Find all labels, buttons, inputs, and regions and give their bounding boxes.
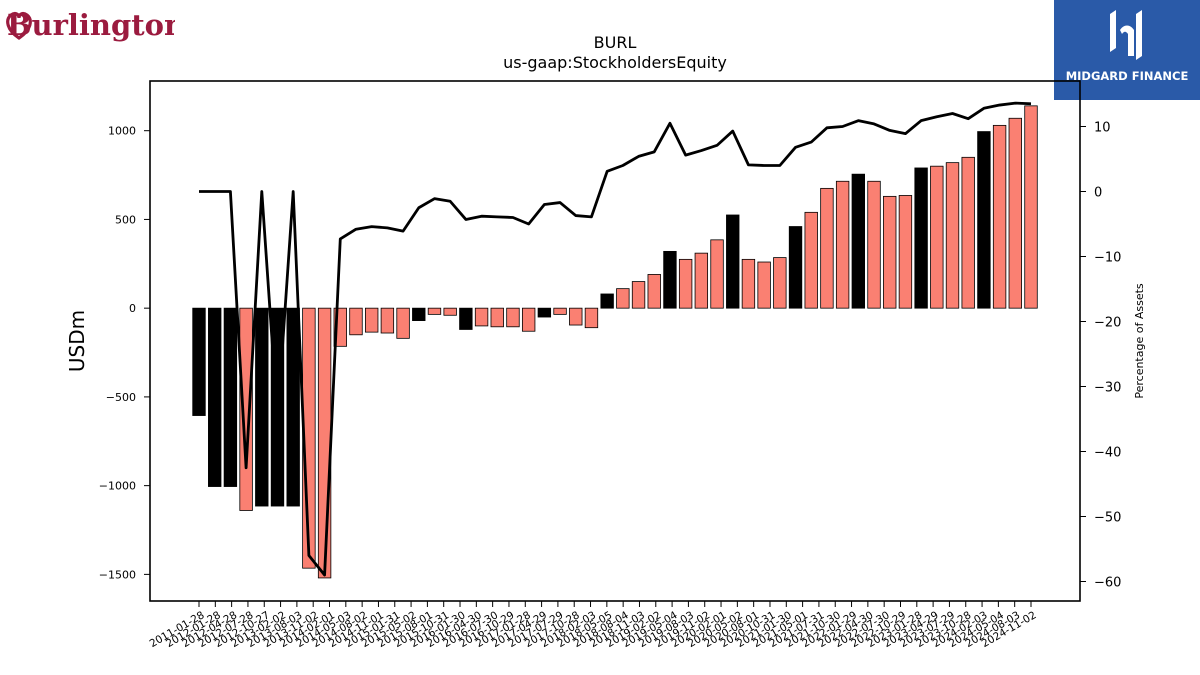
equity-bar	[867, 180, 881, 309]
right-tick-label: 0	[1094, 186, 1102, 201]
percentage-of-assets-line	[199, 101, 1032, 577]
equity-bar	[412, 307, 426, 321]
equity-bar	[255, 307, 269, 507]
equity-bar	[820, 187, 834, 309]
equity-bar	[584, 307, 599, 329]
midgard-finance-logo: MIDGARD FINANCE	[1054, 0, 1200, 100]
left-tick-label: 1000	[108, 125, 136, 138]
equity-bar	[710, 239, 724, 309]
burlington-logo-text: Burlington	[7, 8, 175, 42]
equity-bar	[663, 250, 677, 309]
equity-bar	[192, 307, 206, 416]
burlington-logo: Burlington	[5, 4, 185, 46]
equity-bar	[726, 214, 740, 309]
equity-bar	[569, 307, 583, 326]
equity-bar	[286, 307, 300, 507]
equity-bar	[804, 211, 818, 309]
equity-bar	[1008, 117, 1022, 309]
equity-bar	[600, 293, 614, 309]
midgard-finance-text: MIDGARD FINANCE	[1066, 69, 1189, 83]
equity-bar	[647, 274, 661, 309]
left-axis-label: USDm	[65, 310, 89, 372]
left-tick-label: −500	[106, 391, 136, 404]
right-axis-label: Percentage of Assets	[1133, 283, 1146, 399]
equity-bar	[835, 180, 850, 309]
right-tick-label: −20	[1094, 316, 1121, 331]
equity-bar	[380, 307, 395, 334]
equity-bar	[317, 307, 332, 579]
right-tick-label: −30	[1094, 381, 1121, 396]
burlington-logo-mark: Burlington	[6, 8, 185, 42]
equity-bar	[883, 195, 897, 309]
left-tick-label: −1500	[99, 568, 136, 581]
equity-bar	[239, 307, 253, 511]
equity-bar	[1024, 105, 1038, 309]
bar-series	[192, 105, 1038, 579]
equity-bar	[364, 307, 379, 333]
midgard-finance-logo-mark: MIDGARD FINANCE	[1054, 0, 1200, 100]
chart-subtitle: us-gaap:StockholdersEquity	[503, 53, 727, 72]
bottom-axis: 2011-01-282012-01-282012-04-282012-07-28…	[148, 601, 1039, 650]
equity-bar	[788, 226, 803, 309]
equity-bar	[223, 307, 238, 487]
equity-bar	[851, 173, 865, 309]
plot-frame	[149, 80, 1081, 602]
percentage-line-series	[199, 101, 1032, 577]
equity-bar	[757, 261, 771, 309]
right-axis: 10 0 −10 −20 −30 −40 −50 −60	[1080, 121, 1121, 591]
equity-bar	[961, 156, 975, 309]
equity-bar	[678, 258, 693, 309]
right-tick-label: −10	[1094, 251, 1121, 266]
equity-bar	[506, 307, 520, 328]
equity-bar	[396, 307, 410, 339]
equity-bar	[914, 167, 928, 309]
equity-bar	[459, 307, 473, 330]
left-tick-label: 0	[129, 302, 136, 315]
equity-bar	[898, 195, 913, 309]
equity-bar	[208, 307, 222, 487]
equity-bar	[694, 252, 709, 309]
equity-bar	[977, 131, 991, 309]
equity-bar	[427, 307, 442, 315]
left-tick-label: 500	[115, 213, 136, 226]
left-tick-label: −1000	[99, 480, 136, 493]
equity-bar	[521, 307, 536, 332]
right-tick-label: −50	[1094, 511, 1121, 526]
equity-bar	[349, 307, 363, 336]
equity-bar	[773, 257, 787, 309]
left-axis: 1000 500 0 −500 −1000 −1500	[99, 125, 150, 581]
equity-bar	[741, 258, 756, 309]
right-tick-label: 10	[1094, 121, 1111, 136]
equity-bar	[992, 124, 1007, 309]
equity-bar	[474, 307, 489, 327]
equity-bar	[616, 288, 630, 309]
equity-bar	[930, 165, 944, 309]
chart-title: BURL	[594, 33, 637, 52]
equity-bar	[490, 307, 504, 328]
equity-bar	[537, 307, 552, 318]
right-tick-label: −40	[1094, 446, 1121, 461]
equity-bar	[631, 281, 646, 309]
right-tick-label: −60	[1094, 576, 1121, 591]
equity-bar	[945, 162, 960, 309]
equity-bar	[553, 307, 567, 315]
equity-bar	[443, 307, 457, 316]
